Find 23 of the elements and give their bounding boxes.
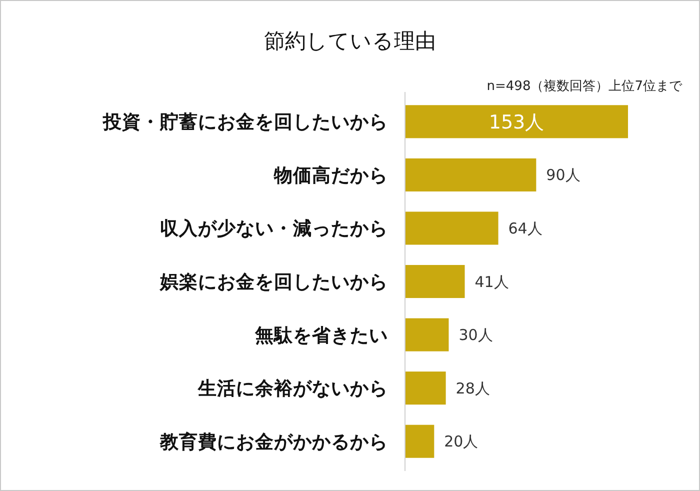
data-label: 41人	[474, 272, 509, 291]
y-tick-label: 物価高だから	[273, 164, 388, 186]
data-label: 64人	[508, 219, 542, 238]
y-tick-label: 生活に余裕がないから	[197, 378, 388, 400]
data-label: 20人	[444, 432, 478, 451]
bar	[405, 212, 498, 245]
data-label: 153人	[488, 111, 544, 134]
data-label: 90人	[546, 166, 580, 184]
y-tick-label: 収入が少ない・減ったから	[160, 218, 388, 240]
bar	[405, 158, 536, 192]
bar	[405, 372, 446, 405]
y-tick-label: 無駄を省きたい	[254, 324, 388, 346]
y-tick-label: 投資・貯蓄にお金を回したいから	[102, 111, 388, 134]
y-tick-label: 教育費にお金がかかるから	[159, 430, 388, 453]
data-label: 28人	[456, 379, 490, 398]
data-label: 30人	[458, 326, 493, 344]
chart-subtitle: n=498（複数回答）上位7位まで	[486, 79, 683, 94]
bar	[405, 318, 449, 352]
y-tick-label: 娯楽にお金を回したいから	[159, 270, 388, 293]
bar	[405, 264, 465, 298]
chart-title: 節約している理由	[264, 29, 436, 53]
bar	[405, 424, 434, 458]
bar	[405, 105, 628, 138]
